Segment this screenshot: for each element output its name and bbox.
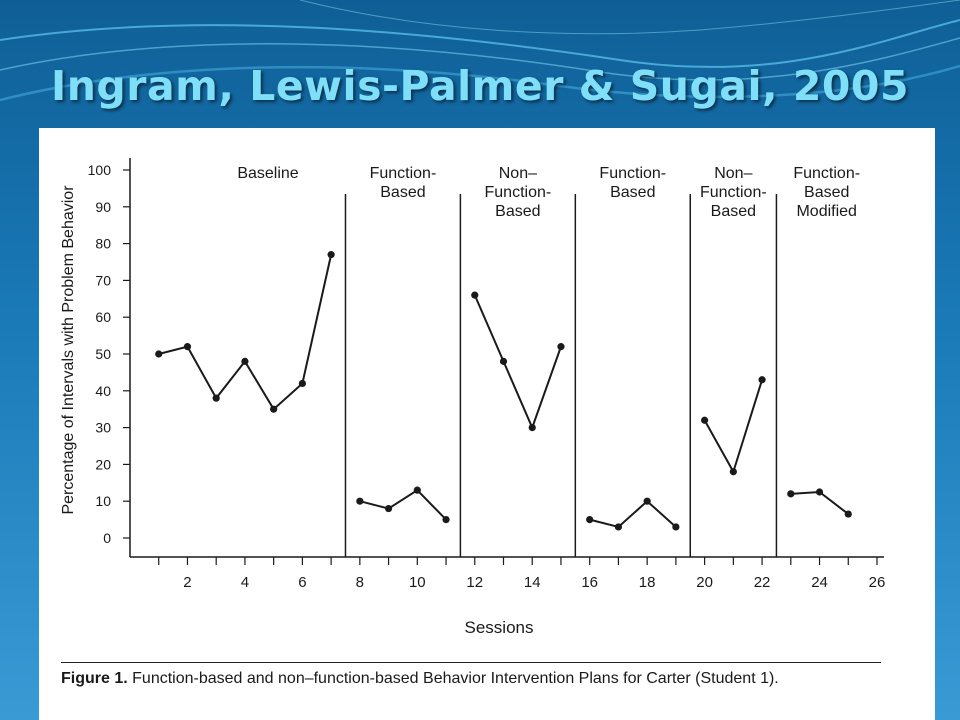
- data-point: [758, 376, 766, 384]
- y-tick-label: 60: [95, 309, 111, 325]
- data-point: [586, 516, 594, 524]
- data-point: [643, 497, 651, 505]
- data-point: [729, 468, 737, 476]
- data-point: [298, 379, 306, 388]
- x-tick-label: 24: [811, 574, 828, 591]
- data-point: [672, 523, 680, 531]
- y-tick-label: 100: [88, 162, 112, 178]
- y-tick-label: 30: [95, 420, 111, 436]
- x-axis-label: Sessions: [465, 618, 534, 637]
- data-point: [471, 291, 479, 299]
- y-tick-label: 20: [95, 456, 111, 472]
- data-series-line: [703, 379, 764, 475]
- data-point: [787, 490, 795, 498]
- data-point: [327, 251, 335, 259]
- data-point: [442, 516, 450, 524]
- y-tick-label: 0: [103, 530, 111, 546]
- y-tick-label: 70: [95, 272, 111, 288]
- data-point: [528, 424, 536, 432]
- data-series-line: [359, 488, 447, 521]
- x-tick-label: 18: [639, 574, 656, 591]
- data-point: [499, 357, 508, 365]
- data-point: [155, 350, 163, 358]
- y-tick-label: 10: [95, 493, 111, 509]
- x-tick-label: 2: [183, 574, 191, 591]
- y-tick-label: 50: [95, 346, 111, 362]
- x-tick-label: 4: [241, 574, 249, 591]
- data-point: [815, 488, 824, 496]
- x-tick-label: 22: [754, 574, 771, 591]
- data-point: [844, 510, 852, 518]
- phase-label: Function-Based Modified: [793, 165, 860, 220]
- y-tick-label: 80: [95, 236, 111, 252]
- data-point: [701, 416, 709, 424]
- phase-label: Function-Based: [370, 165, 437, 201]
- phase-label: Baseline: [237, 165, 298, 182]
- data-series-line: [589, 499, 677, 529]
- data-point: [270, 405, 278, 413]
- data-series-line: [158, 254, 333, 411]
- x-tick-label: 14: [524, 574, 541, 591]
- data-point: [384, 504, 393, 513]
- data-point: [212, 394, 220, 402]
- x-tick-label: 26: [869, 574, 886, 591]
- x-tick-label: 16: [581, 574, 598, 591]
- figure-caption-label: Figure 1.: [61, 670, 128, 687]
- data-point: [557, 343, 565, 351]
- data-series-line: [473, 294, 562, 431]
- y-axis-label: Percentage of Intervals with Problem Beh…: [60, 185, 77, 515]
- data-point: [241, 357, 249, 365]
- x-tick-label: 20: [696, 574, 713, 591]
- x-tick-label: 6: [298, 574, 306, 591]
- y-tick-label: 90: [95, 199, 111, 215]
- data-point: [356, 497, 364, 505]
- phase-label: Non– Function-Based: [700, 165, 767, 220]
- x-tick-label: 12: [466, 574, 483, 591]
- phase-label: Function-Based: [599, 165, 666, 201]
- figure-caption: Figure 1. Function-based and non–functio…: [61, 662, 881, 690]
- x-tick-label: 8: [356, 574, 364, 591]
- x-tick-label: 10: [409, 574, 426, 591]
- slide-title: Ingram, Lewis-Palmer & Sugai, 2005: [50, 62, 909, 110]
- data-point: [413, 486, 421, 494]
- figure-panel: 0 10 20 30 40 50 60 70 80 90 100 2 4 6 8 10 12 14 16 18 20 22…: [39, 128, 935, 720]
- data-point: [183, 343, 192, 351]
- phase-label: Non– Function-Based: [485, 165, 552, 220]
- data-point: [614, 523, 623, 531]
- figure-caption-text: Function-based and non–function-based Be…: [132, 670, 779, 687]
- y-tick-label: 40: [95, 383, 111, 399]
